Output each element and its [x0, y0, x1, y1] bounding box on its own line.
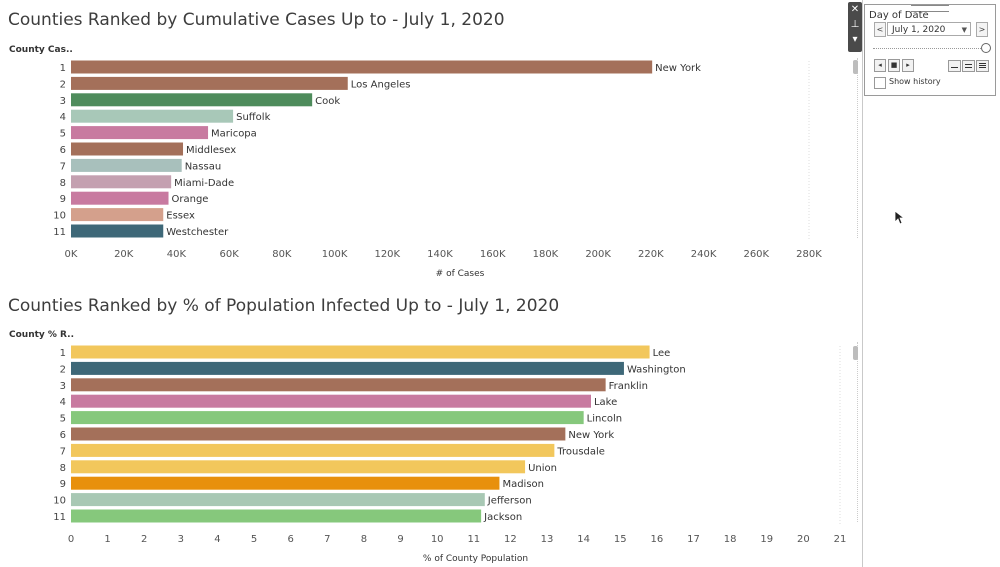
chart2-x-tick-label: 4 [214, 534, 220, 545]
date-slider-track[interactable] [873, 48, 985, 49]
chart2-x-axis-label: % of County Population [423, 554, 528, 564]
chart2-x-tick-label: 10 [431, 534, 444, 545]
chart2-bar-label: Washington [627, 364, 686, 375]
stop-button[interactable]: ■ [888, 59, 900, 72]
chart2-x-tick-label: 21 [834, 534, 847, 545]
previous-date-button[interactable]: < [874, 22, 886, 37]
date-filter-card: Day of Date < July 1, 2020 ▼ > ◂ ■ ▸ Sho… [864, 4, 996, 96]
date-select-value: July 1, 2020 [892, 25, 945, 35]
chart2-scrollbar[interactable] [853, 346, 858, 360]
chart1-scroll-track[interactable] [857, 58, 859, 238]
mouse-cursor-icon [894, 210, 904, 226]
date-slider-handle[interactable] [981, 43, 991, 53]
chart2-rank-label: 5 [60, 414, 66, 425]
chart2-bar[interactable] [71, 411, 584, 424]
chart2-x-tick-label: 15 [614, 534, 627, 545]
chart2-bar-label: Lincoln [587, 414, 622, 425]
chart2-x-tick-label: 5 [251, 534, 257, 545]
pane-divider [862, 0, 863, 567]
chart2-bar[interactable] [71, 395, 591, 408]
chart2-rank-label: 6 [60, 430, 66, 441]
filter-title: Day of Date [869, 10, 929, 21]
chart2-x-tick-label: 0 [68, 534, 74, 545]
chart2-x-tick-label: 8 [361, 534, 367, 545]
chart2-x-tick-label: 16 [651, 534, 664, 545]
chart2-rank-label: 2 [60, 364, 66, 375]
chart2-bar-label: New York [568, 430, 614, 441]
chart2-rank-label: 7 [60, 446, 66, 457]
chart2-bar-label: Madison [502, 479, 544, 490]
chart2-x-tick-label: 9 [397, 534, 403, 545]
chart2-rank-label: 4 [60, 397, 66, 408]
chart2-x-tick-label: 7 [324, 534, 330, 545]
date-select[interactable]: July 1, 2020 ▼ [887, 22, 971, 36]
chart2-bar-label: Union [528, 463, 557, 474]
show-history-checkbox[interactable] [874, 77, 886, 89]
chart2-x-tick-label: 11 [467, 534, 480, 545]
chart2-bar[interactable] [71, 362, 624, 375]
show-history-label: Show history [889, 77, 941, 86]
chart2-bar-label: Trousdale [556, 446, 605, 457]
chart2-x-tick-label: 6 [288, 534, 294, 545]
chart2-bar[interactable] [71, 378, 606, 391]
chart2-bar[interactable] [71, 493, 485, 506]
chart2-x-tick-label: 18 [724, 534, 737, 545]
chart2-bar[interactable] [71, 510, 481, 523]
chart2-rank-label: 9 [60, 479, 66, 490]
percent-bar-chart[interactable]: 1 Lee 2 Washington 3 Franklin 4 Lake 5 Lincoln 6 Ne… [0, 0, 862, 567]
chart2-bar-label: Franklin [609, 381, 648, 392]
chart2-bar-label: Lake [594, 397, 617, 408]
floating-toolbar: ✕ ⊥ ▾ [848, 2, 862, 52]
chart2-x-tick-label: 17 [687, 534, 700, 545]
chart2-x-tick-label: 12 [504, 534, 517, 545]
close-icon[interactable]: ✕ [851, 2, 859, 17]
chart2-rank-label: 8 [60, 463, 66, 474]
chart2-rank-label: 11 [53, 512, 66, 523]
chart2-x-tick-label: 13 [541, 534, 554, 545]
play-forward-button[interactable]: ▸ [902, 59, 914, 72]
chart2-x-tick-label: 1 [104, 534, 110, 545]
chart2-rank-label: 10 [53, 496, 66, 507]
chart2-rank-label: 1 [60, 348, 66, 359]
chart2-bar[interactable] [71, 346, 650, 359]
pin-icon[interactable]: ⊥ [851, 17, 860, 32]
speed-slow-icon[interactable] [948, 60, 961, 72]
chevron-down-icon: ▼ [962, 23, 967, 37]
speed-fast-icon[interactable] [976, 60, 989, 72]
chart1-scrollbar[interactable] [853, 60, 858, 74]
chart2-bar[interactable] [71, 444, 554, 457]
chart2-bar-label: Jefferson [487, 496, 532, 507]
chart2-scroll-track[interactable] [857, 342, 859, 522]
chart2-x-tick-label: 19 [760, 534, 773, 545]
chart2-rank-label: 3 [60, 381, 66, 392]
chart2-x-tick-label: 20 [797, 534, 810, 545]
chart2-x-tick-label: 3 [178, 534, 184, 545]
chart2-x-tick-label: 2 [141, 534, 147, 545]
play-backward-button[interactable]: ◂ [874, 59, 886, 72]
more-options-icon[interactable]: ▾ [852, 32, 857, 47]
chart2-bar[interactable] [71, 428, 565, 441]
next-date-button[interactable]: > [976, 22, 988, 37]
chart2-bar-label: Lee [653, 348, 671, 359]
chart2-bar-label: Jackson [483, 512, 522, 523]
chart2-x-tick-label: 14 [577, 534, 590, 545]
speed-medium-icon[interactable] [962, 60, 975, 72]
chart2-bar[interactable] [71, 460, 525, 473]
chart2-bar[interactable] [71, 477, 499, 490]
